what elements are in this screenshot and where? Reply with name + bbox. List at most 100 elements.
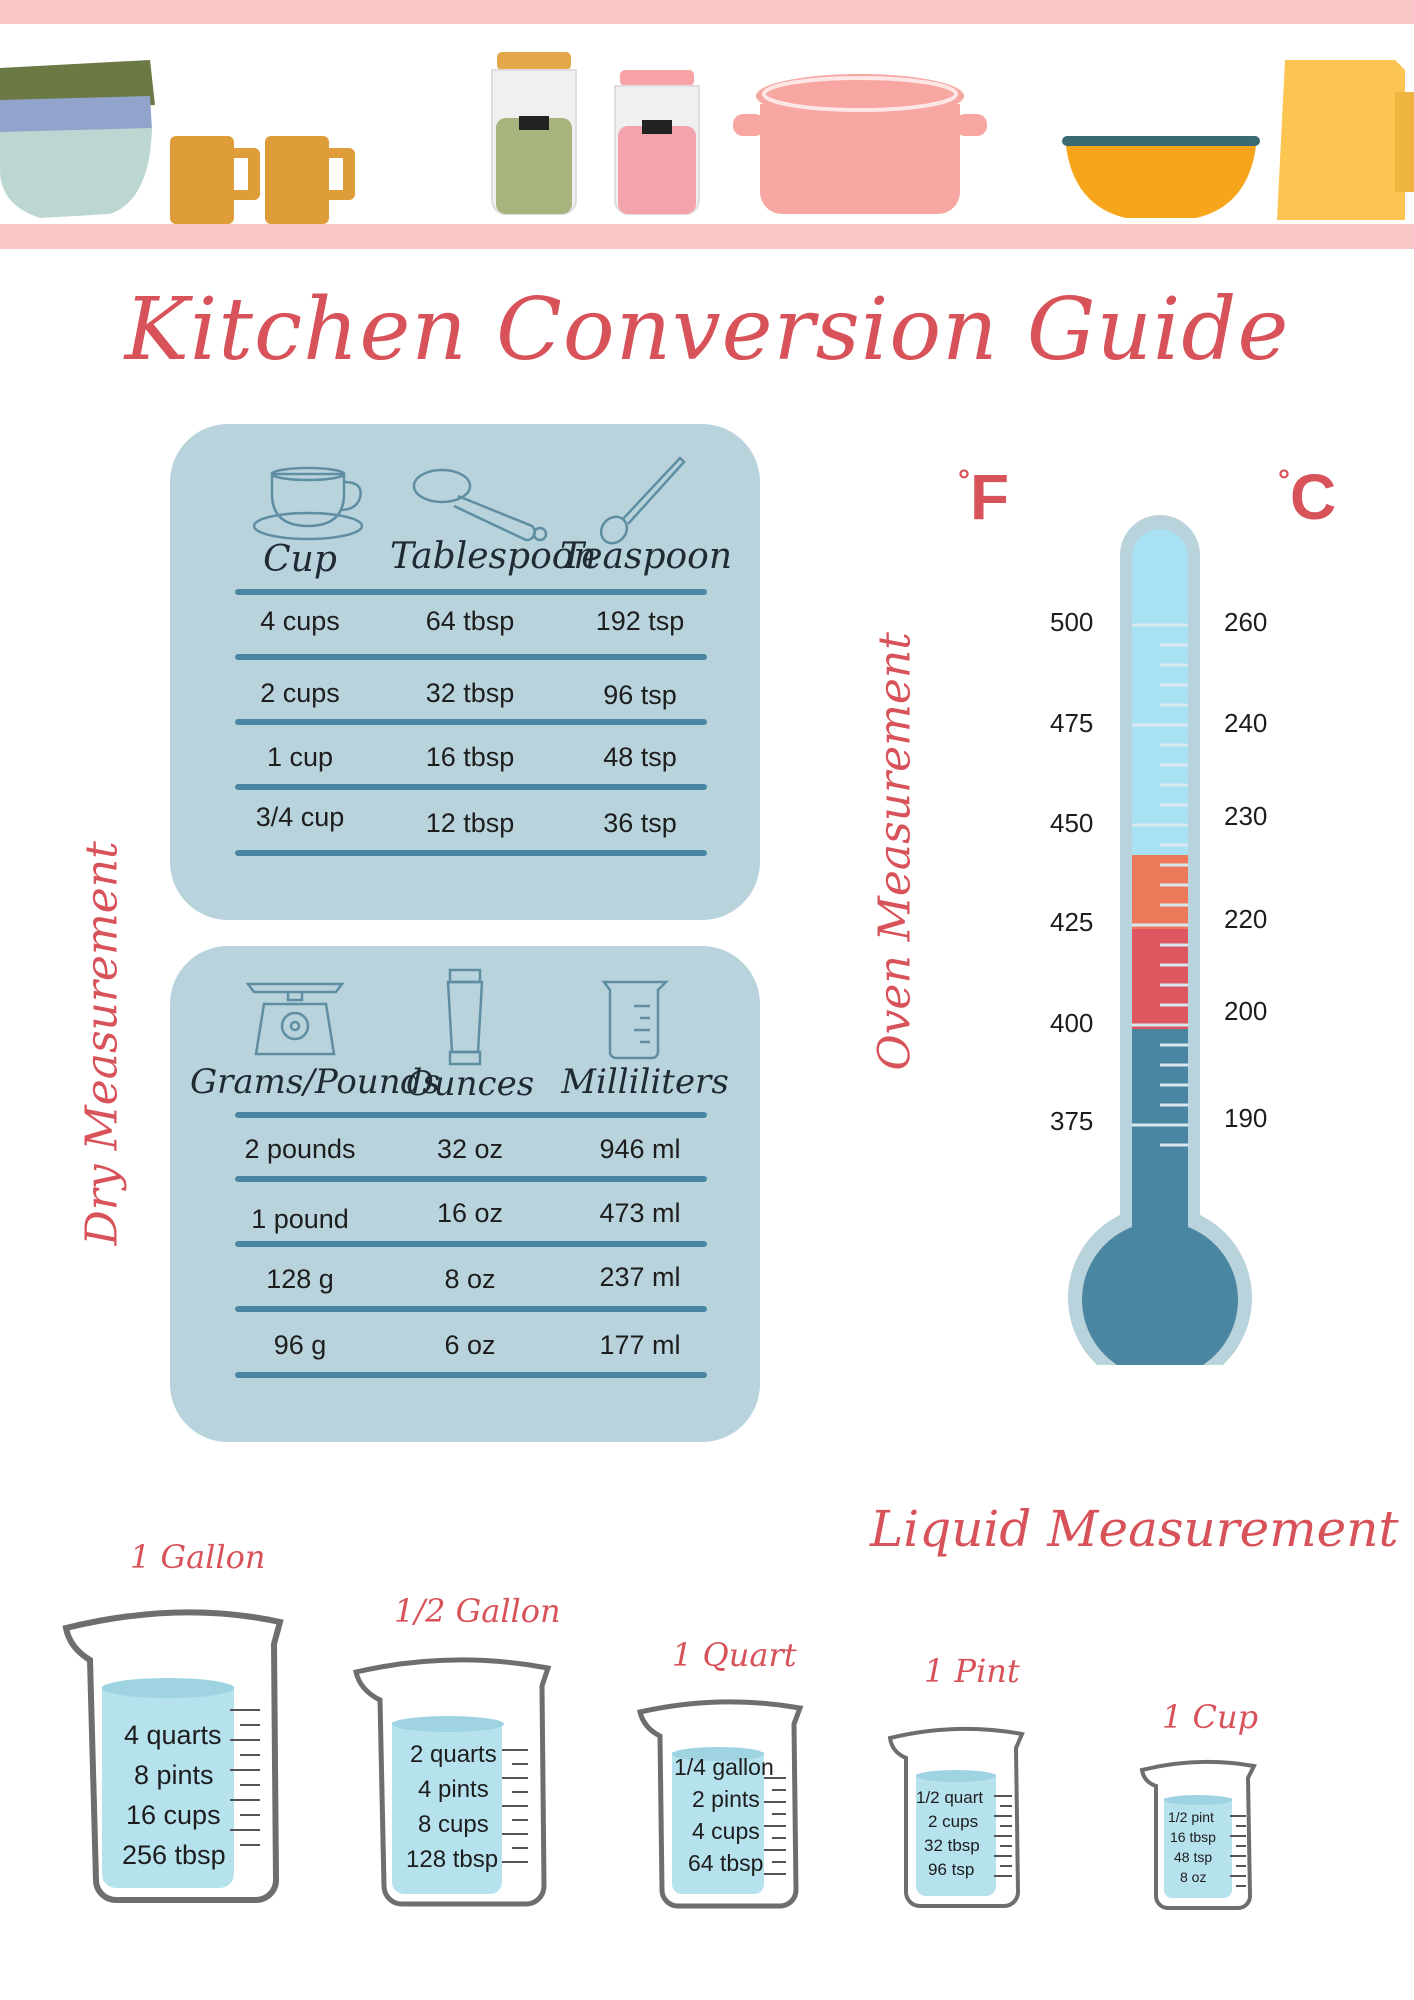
table-cell: 36 tsp [603,808,677,838]
table-rule [235,1176,707,1182]
teaspoon-icon [599,456,686,545]
beaker-text: 4 pints [418,1776,489,1803]
celsius-label: 200 [1224,996,1268,1026]
volume-conversion-panel: Cup Tablespoon Teaspoon 4 cups 64 tbsp 1… [170,424,760,920]
beaker-text: 8 pints [134,1760,214,1790]
shelf-board [0,224,1414,249]
shaker-icon [446,968,484,1066]
table-rule [235,589,707,595]
fahrenheit-label: 475 [1050,708,1094,738]
mug-icon [265,136,355,224]
table-cell: 16 oz [436,1198,504,1228]
beaker-text: 8 cups [418,1811,489,1838]
beaker-quart-icon [636,1699,804,1909]
table-cell: 237 ml [599,1262,681,1292]
table-cell: 12 tbsp [425,808,515,838]
beaker-text: 64 tbsp [688,1850,764,1876]
table-rule [235,1372,707,1378]
table-rule [235,719,707,725]
table-rule [235,1112,707,1118]
header-ounces: Ounces [405,1064,535,1104]
beaker-text: 48 tsp [1174,1849,1213,1865]
celsius-label: 220 [1224,904,1268,934]
beaker-label-cup: 1 Cup [1162,1698,1259,1736]
mixing-bowl-icon [1062,136,1260,218]
fahrenheit-label: 375 [1050,1106,1094,1136]
table-rule [235,654,707,660]
celsius-label: 230 [1224,801,1268,831]
stacked-bowls-icon [0,60,155,218]
celsius-label: 260 [1224,607,1268,637]
table-cell: 192 tsp [595,606,685,636]
measuring-cup-icon [601,980,670,1060]
table-rule [235,1306,707,1312]
table-rule [235,850,707,856]
beaker-text: 1/2 pint [1168,1809,1214,1825]
table-rule [235,784,707,790]
beaker-text: 1/4 gallon [674,1754,774,1780]
beaker-text: 128 tbsp [406,1846,499,1873]
beaker-label-quart: 1 Quart [672,1636,797,1674]
fahrenheit-label: 425 [1050,907,1094,937]
fahrenheit-unit: °F [958,461,1010,533]
beaker-pint-icon [887,1726,1025,1908]
thermometer-fill-orange [1132,855,1188,929]
dry-measurement-label: Dry Measurement [76,841,128,1246]
header-teaspoon: Teaspoon [560,536,733,577]
celsius-label: 240 [1224,708,1268,738]
header-cup: Cup [263,539,337,580]
table-rule [235,1241,707,1247]
fahrenheit-letter: F [970,461,1010,533]
thermometer-fill-dark [1082,1029,1238,1365]
beaker-text: 32 tbsp [924,1836,980,1855]
table-cell: 1 pound [251,1204,349,1234]
celsius-unit: °C [1278,461,1337,533]
header-tablespoon: Tablespoon [390,536,597,577]
table-cell: 96 g [273,1330,327,1360]
beaker-text: 1/2 quart [916,1788,984,1807]
beaker-label-pint: 1 Pint [924,1652,1020,1690]
jar-icon [491,52,577,215]
beaker-text: 4 cups [692,1818,760,1844]
liquid-measurement-label: Liquid Measurement [870,1500,1399,1558]
beaker-half-gallon-icon [353,1657,552,1907]
beaker-gallon-icon [62,1609,284,1903]
pitcher-icon [1277,60,1414,220]
top-shelf-strip [0,0,1414,24]
fahrenheit-label: 400 [1050,1008,1094,1038]
teacup-icon [252,466,364,541]
thermometer-fill-light [1132,529,1188,897]
beaker-text: 256 tbsp [122,1840,226,1870]
beaker-text: 16 cups [126,1800,221,1830]
table-cell: 16 tbsp [425,742,515,772]
beaker-cup-icon [1139,1759,1257,1910]
weight-conversion-panel: Grams/Pounds Ounces Milliliters 2 pounds… [170,946,760,1442]
table-cell: 128 g [266,1264,334,1294]
beaker-label-half-gallon: 1/2 Gallon [394,1592,561,1630]
header-grams-pounds: Grams/Pounds [190,1062,440,1102]
celsius-label: 190 [1224,1103,1268,1133]
table-cell: 946 ml [599,1134,681,1164]
fahrenheit-label: 500 [1050,607,1094,637]
table-cell: 2 pounds [244,1134,356,1164]
beaker-text: 16 tbsp [1170,1829,1216,1845]
thermometer-ticks [1132,623,1188,1147]
page-title: Kitchen Conversion Guide [124,280,1290,380]
table-cell: 32 tbsp [425,678,515,708]
celsius-letter: C [1290,461,1337,533]
beaker-text: 2 cups [928,1812,979,1831]
table-cell: 177 ml [599,1330,681,1360]
header-milliliters: Milliliters [561,1062,729,1102]
thermometer-graphic [1068,515,1252,1365]
fahrenheit-label: 450 [1050,808,1094,838]
table-cell: 8 oz [444,1264,496,1294]
beaker-text: 96 tsp [928,1860,975,1879]
oven-measurement-label: Oven Measurement [869,632,921,1071]
tablespoon-icon [412,468,548,542]
beaker-text: 2 pints [692,1786,760,1812]
table-cell: 6 oz [444,1330,496,1360]
beaker-text: 4 quarts [124,1720,222,1750]
beaker-label-gallon: 1 Gallon [130,1538,266,1576]
scale-icon [245,982,345,1056]
table-cell: 96 tsp [603,680,677,710]
